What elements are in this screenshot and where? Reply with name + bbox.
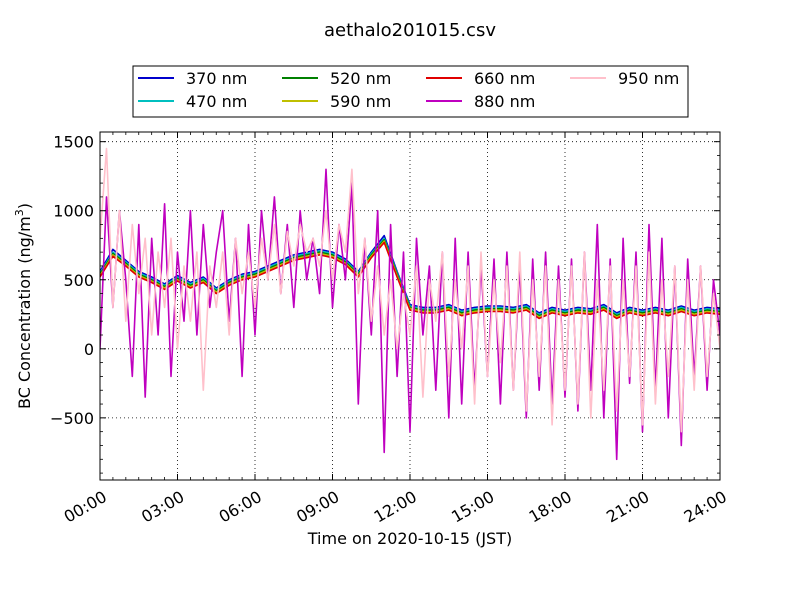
- series-lines: [100, 147, 720, 461]
- x-tick-label: 03:00: [138, 487, 187, 527]
- legend-label: 370 nm: [186, 69, 247, 88]
- y-tick-label: −500: [50, 409, 94, 428]
- x-tick-label: 00:00: [61, 487, 110, 527]
- y-axis-label-tail: ): [15, 203, 34, 209]
- y-tick-label: 0: [84, 340, 94, 359]
- x-tick-label: 18:00: [526, 487, 575, 527]
- chart-title: aethalo201015.csv: [324, 20, 496, 41]
- legend-label: 520 nm: [330, 69, 391, 88]
- series-line-660-nm: [100, 241, 720, 320]
- legend: 370 nm 470 nm 520 nm 590 nm 660 nm 880 nm 950 …: [132, 65, 689, 118]
- x-tick-label: 15:00: [448, 487, 497, 527]
- x-tick-label: 21:00: [603, 487, 652, 527]
- series-line-880-nm: [100, 168, 720, 461]
- y-axis-label-sup: 3: [13, 209, 26, 216]
- legend-label: 660 nm: [474, 69, 535, 88]
- legend-label: 880 nm: [474, 92, 535, 111]
- x-tick-label: 12:00: [371, 487, 420, 527]
- y-tick-label: 1500: [53, 133, 94, 152]
- y-tick-label: 500: [63, 271, 94, 290]
- y-axis: 1500 1000 500 0 −500: [50, 133, 720, 474]
- x-axis-label: Time on 2020-10-15 (JST): [307, 529, 512, 548]
- legend-label: 590 nm: [330, 92, 391, 111]
- x-tick-label: 09:00: [293, 487, 342, 527]
- y-tick-label: 1000: [53, 202, 94, 221]
- y-axis-label: BC Concentration (ng/m3): [13, 203, 34, 409]
- y-axis-label-main: BC Concentration (ng/m: [15, 216, 34, 409]
- legend-label: 470 nm: [186, 92, 247, 111]
- x-tick-label: 06:00: [216, 487, 265, 527]
- x-tick-label: 24:00: [681, 487, 730, 527]
- series-line-950-nm: [100, 147, 720, 433]
- grid: [100, 132, 720, 480]
- legend-label: 950 nm: [618, 69, 679, 88]
- legend-box: [132, 65, 689, 118]
